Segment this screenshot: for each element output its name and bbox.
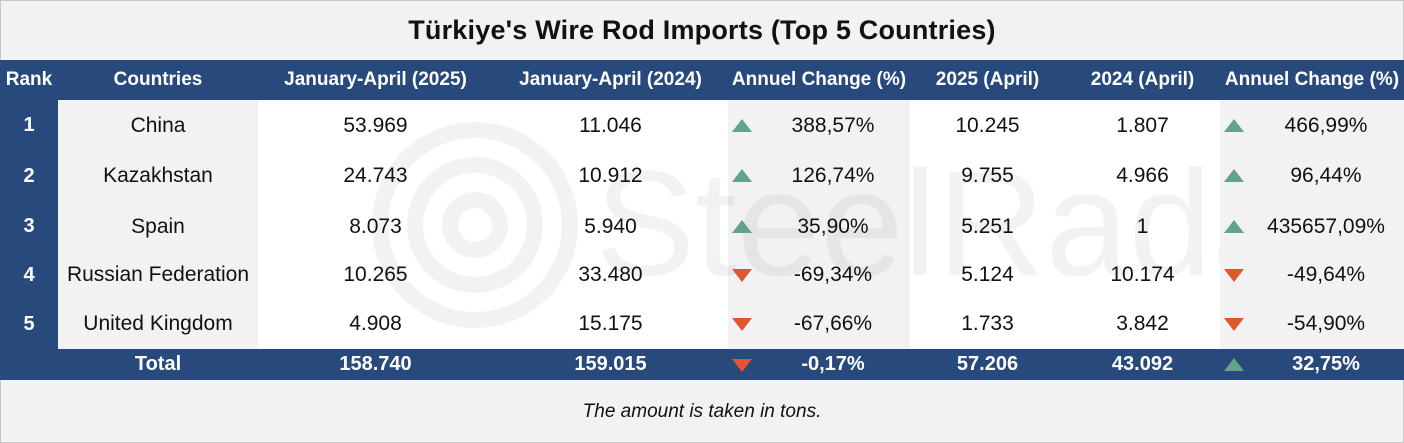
april-2024-cell: 1	[1136, 214, 1149, 238]
ytd-change-cell: 126,74%	[728, 150, 910, 202]
april-2025-cell: 10.245	[955, 113, 1020, 137]
rank-cell: 2	[23, 164, 35, 187]
header-april-2025: 2025 (April)	[935, 69, 1040, 90]
countries-column-band	[58, 100, 258, 349]
april-change-value: -54,90%	[1286, 312, 1366, 335]
table-row: 4 Russian Federation 10.265 33.480 -69,34% 5.…	[0, 251, 1404, 299]
jan-apr-2025-cell: 24.743	[343, 164, 408, 187]
april-change-cell: 466,99%	[1220, 101, 1404, 150]
ytd-change-value: 35,90%	[797, 214, 869, 238]
april-change-cell: -54,90%	[1220, 299, 1404, 349]
april-2024-cell: 1.807	[1116, 113, 1169, 137]
header-ytd-change: Annuel Change (%)	[731, 69, 907, 90]
ytd-change-value: -69,34%	[793, 263, 873, 286]
april-2024-cell: 3.842	[1116, 312, 1169, 335]
april-2025-cell: 5.251	[961, 214, 1014, 238]
down-arrow-icon	[732, 318, 752, 331]
total-april-change-arrow-icon	[1224, 357, 1244, 371]
rank-column-band	[0, 100, 58, 349]
down-arrow-icon	[732, 269, 752, 282]
ytd-change-value: 126,74%	[791, 164, 875, 187]
up-arrow-icon	[732, 219, 752, 233]
rank-cell: 3	[23, 215, 35, 237]
header-rank: Rank	[5, 69, 53, 90]
up-arrow-icon	[732, 118, 752, 132]
april-change-column-band	[1220, 100, 1404, 349]
header-countries: Countries	[113, 69, 203, 90]
table-row: 3 Spain 8.073 5.940 35,90% 5.251 1 435657,09%	[0, 202, 1404, 251]
jan-apr-2025-cell: 4.908	[349, 312, 402, 335]
april-change-cell: 435657,09%	[1220, 202, 1404, 251]
country-cell: Russian Federation	[66, 263, 250, 286]
up-arrow-icon	[1224, 219, 1244, 233]
up-arrow-icon	[732, 169, 752, 182]
ytd-change-cell: 388,57%	[728, 101, 910, 150]
up-arrow-icon	[1224, 169, 1244, 182]
april-change-value: 96,44%	[1290, 164, 1362, 187]
up-arrow-icon	[1224, 118, 1244, 132]
header-april-change: Annuel Change (%)	[1224, 69, 1400, 90]
total-ytd-change: -0,17%	[728, 349, 910, 380]
total-jan-apr-2025: 158.740	[339, 353, 412, 375]
april-2025-cell: 1.733	[961, 312, 1014, 335]
header-jan-apr-2024: January-April (2024)	[519, 69, 702, 90]
total-april-change: 32,75%	[1220, 349, 1404, 380]
jan-apr-2024-cell: 11.046	[579, 113, 642, 137]
ytd-change-cell: 35,90%	[728, 202, 910, 251]
jan-apr-2024-cell: 5.940	[584, 214, 637, 238]
total-april-2025: 57.206	[956, 353, 1019, 375]
jan-apr-2024-cell: 33.480	[578, 263, 643, 286]
total-ytd-change-arrow-icon	[732, 358, 752, 372]
country-cell: Kazakhstan	[103, 164, 213, 187]
units-note: The amount is taken in tons.	[582, 401, 822, 422]
jan-apr-2024-cell: 15.175	[578, 312, 643, 335]
table-title: Türkiye's Wire Rod Imports (Top 5 Countr…	[408, 15, 996, 45]
april-change-value: 435657,09%	[1267, 214, 1385, 238]
rank-cell: 4	[23, 263, 35, 286]
april-values-column-band	[910, 100, 1220, 349]
april-change-cell: 96,44%	[1220, 150, 1404, 202]
country-cell: United Kingdom	[83, 312, 233, 335]
total-row: Total 158.740 159.015 -0,17% 57.206 43.0…	[0, 349, 1404, 380]
values-column-band	[258, 100, 728, 349]
down-arrow-icon	[1224, 269, 1244, 282]
total-jan-apr-2024: 159.015	[574, 353, 647, 375]
jan-apr-2025-cell: 10.265	[343, 263, 408, 286]
table-row: 5 United Kingdom 4.908 15.175 -67,66% 1.733 3.…	[0, 299, 1404, 349]
ytd-change-cell: -67,66%	[728, 299, 910, 349]
jan-apr-2025-cell: 8.073	[349, 214, 402, 238]
down-arrow-icon	[1224, 318, 1244, 331]
total-ytd-change-value: -0,17%	[801, 353, 865, 375]
april-2025-cell: 9.755	[961, 164, 1014, 187]
jan-apr-2024-cell: 10.912	[578, 164, 643, 187]
april-2025-cell: 5.124	[961, 263, 1014, 286]
total-april-change-value: 32,75%	[1292, 353, 1360, 375]
total-april-2024: 43.092	[1111, 353, 1174, 375]
total-label: Total	[134, 353, 182, 375]
header-april-2024: 2024 (April)	[1090, 69, 1195, 90]
table-header: Rank Countries January-April (2025) Janu…	[0, 60, 1404, 100]
country-cell: Spain	[131, 214, 185, 238]
april-change-cell: -49,64%	[1220, 251, 1404, 299]
header-jan-apr-2025: January-April (2025)	[284, 69, 467, 90]
ytd-change-column-band	[728, 100, 910, 349]
ytd-change-value: 388,57%	[791, 113, 875, 137]
rank-cell: 5	[23, 312, 35, 335]
ytd-change-value: -67,66%	[793, 312, 873, 335]
table-row: 1 China 53.969 11.046 388,57% 10.245 1.807 466,…	[0, 101, 1404, 150]
ytd-change-cell: -69,34%	[728, 251, 910, 299]
jan-apr-2025-cell: 53.969	[343, 113, 408, 137]
april-2024-cell: 4.966	[1116, 164, 1169, 187]
april-change-value: -49,64%	[1286, 263, 1366, 286]
april-change-value: 466,99%	[1284, 113, 1368, 137]
rank-cell: 1	[23, 114, 35, 136]
country-cell: China	[130, 113, 186, 137]
april-2024-cell: 10.174	[1110, 263, 1175, 286]
table-row: 2 Kazakhstan 24.743 10.912 126,74% 9.755 4.966…	[0, 150, 1404, 202]
